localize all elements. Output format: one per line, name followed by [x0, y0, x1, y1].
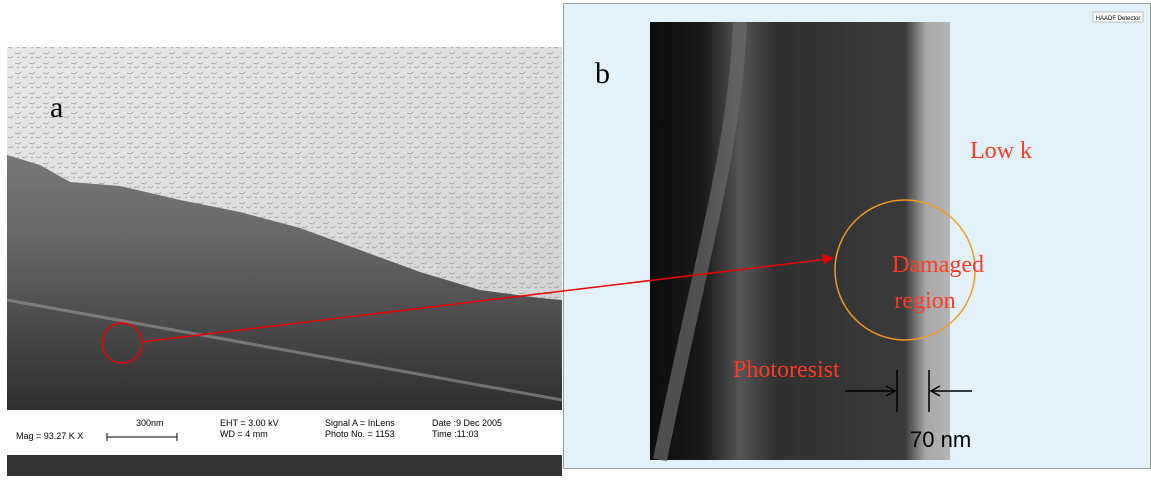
- info-bar-bottom: [7, 455, 562, 476]
- info-text: EHT = 3.00 kV: [220, 418, 279, 428]
- region-label: Low k: [970, 138, 1032, 164]
- info-text: Date :9 Dec 2005: [432, 418, 502, 428]
- region-label: Damaged: [892, 252, 984, 278]
- region-label: Photoresist: [733, 357, 840, 383]
- info-text: Time :11:03: [432, 429, 479, 439]
- info-text: WD = 4 mm: [220, 429, 268, 439]
- info-bar: [7, 410, 562, 455]
- panel-label: b: [595, 57, 610, 90]
- detector-label: HAADF Detector: [1096, 16, 1141, 22]
- info-text: Signal A = InLens: [325, 418, 395, 428]
- region-label: region: [894, 288, 955, 314]
- info-text: Photo No. = 1153: [325, 429, 395, 439]
- panel-label: a: [50, 91, 63, 124]
- dimension-label: 70 nm: [910, 427, 971, 452]
- tem-image: [650, 22, 950, 460]
- info-text: 300nm: [136, 418, 164, 428]
- panel-b: HAADF Detector b Low k Damaged region Ph…: [564, 4, 1151, 469]
- figure: a Mag = 93.27 K X 300nm EHT = 3.00 kV WD…: [0, 0, 1151, 476]
- info-text: Mag = 93.27 K X: [16, 431, 83, 441]
- panel-a: a Mag = 93.27 K X 300nm EHT = 3.00 kV WD…: [7, 47, 562, 476]
